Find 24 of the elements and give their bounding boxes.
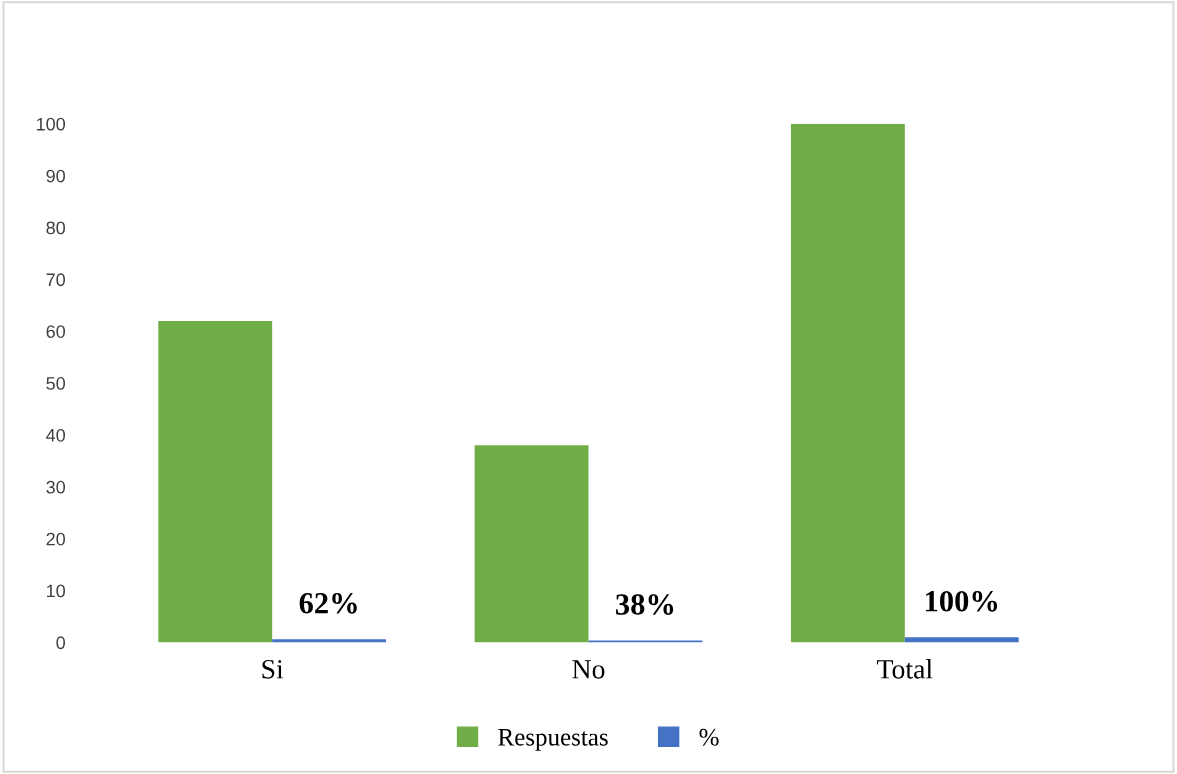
bar bbox=[790, 123, 905, 643]
y-tick-label: 20 bbox=[46, 532, 66, 546]
y-tick-label: 50 bbox=[46, 377, 66, 390]
x-tick-label: No bbox=[572, 660, 605, 679]
data-label: 38% bbox=[616, 594, 674, 615]
y-tick-label: 40 bbox=[46, 428, 66, 442]
y-tick-label: 70 bbox=[46, 273, 66, 287]
y-tick-label: 60 bbox=[46, 325, 66, 338]
y-tick-label: 0 bbox=[56, 636, 66, 650]
x-tick-label: Total bbox=[876, 659, 933, 679]
y-tick-label: 90 bbox=[46, 169, 66, 183]
bar bbox=[272, 639, 387, 643]
bar bbox=[904, 637, 1019, 643]
y-tick-label: 80 bbox=[46, 221, 66, 235]
y-tick-label: 10 bbox=[47, 584, 66, 598]
x-tick-label: Si bbox=[262, 659, 284, 679]
bar bbox=[474, 445, 589, 643]
y-tick-label: 30 bbox=[46, 480, 66, 494]
data-label: 100% bbox=[926, 590, 998, 612]
legend-label: % bbox=[699, 728, 719, 746]
bar bbox=[158, 320, 273, 643]
data-label: 62% bbox=[299, 592, 357, 614]
legend-label: Respuestas bbox=[498, 729, 608, 751]
y-tick-label: 100 bbox=[36, 117, 66, 131]
